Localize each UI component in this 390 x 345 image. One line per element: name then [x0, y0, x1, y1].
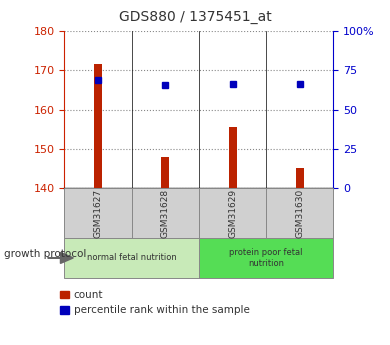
Text: normal fetal nutrition: normal fetal nutrition [87, 253, 177, 263]
Text: count: count [74, 290, 103, 299]
Text: growth protocol: growth protocol [4, 249, 86, 259]
Bar [94, 65, 102, 188]
Text: GSM31630: GSM31630 [295, 188, 304, 238]
Text: GSM31627: GSM31627 [94, 188, 103, 238]
Text: GSM31628: GSM31628 [161, 188, 170, 238]
Bar [296, 168, 304, 188]
Text: GDS880 / 1375451_at: GDS880 / 1375451_at [119, 10, 271, 24]
Bar [229, 127, 237, 188]
Text: protein poor fetal
nutrition: protein poor fetal nutrition [229, 248, 303, 268]
Bar [161, 157, 169, 188]
Text: percentile rank within the sample: percentile rank within the sample [74, 305, 250, 315]
Text: GSM31629: GSM31629 [228, 188, 237, 238]
